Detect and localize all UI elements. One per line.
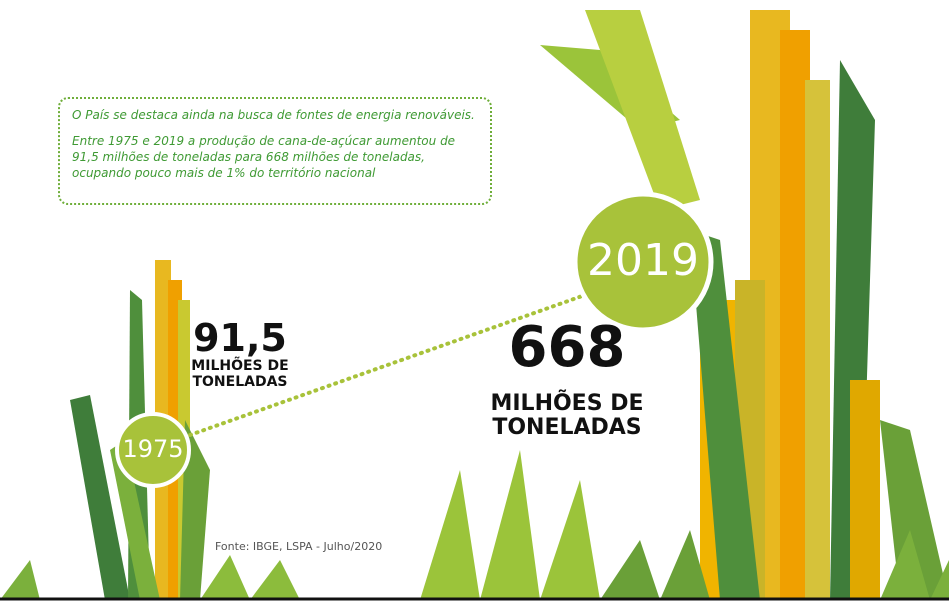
end-unit-2: TONELADAS [492, 415, 642, 440]
end-value: 668 [508, 315, 626, 380]
end-year: 2019 [587, 235, 699, 286]
source: Fonte: IBGE, LSPA - Julho/2020 [215, 540, 383, 553]
start-value: 91,5 [193, 316, 287, 360]
intro-body: Entre 1975 e 2019 a produção de cana-de-… [72, 134, 456, 180]
start-unit-1: MILHÕES DE [191, 358, 289, 374]
cane-right [540, 10, 949, 600]
start-unit-2: TONELADAS [192, 374, 288, 390]
intro-box: O País se destaca ainda na busca de font… [58, 97, 492, 205]
start-year: 1975 [122, 435, 184, 463]
intro-headline: O País se destaca ainda na busca de font… [72, 108, 475, 122]
end-unit-1: MILHÕES DE [490, 391, 644, 416]
circle-2019 [572, 191, 714, 333]
connector [188, 293, 587, 437]
grass [0, 450, 949, 600]
circle-1975 [115, 412, 191, 488]
